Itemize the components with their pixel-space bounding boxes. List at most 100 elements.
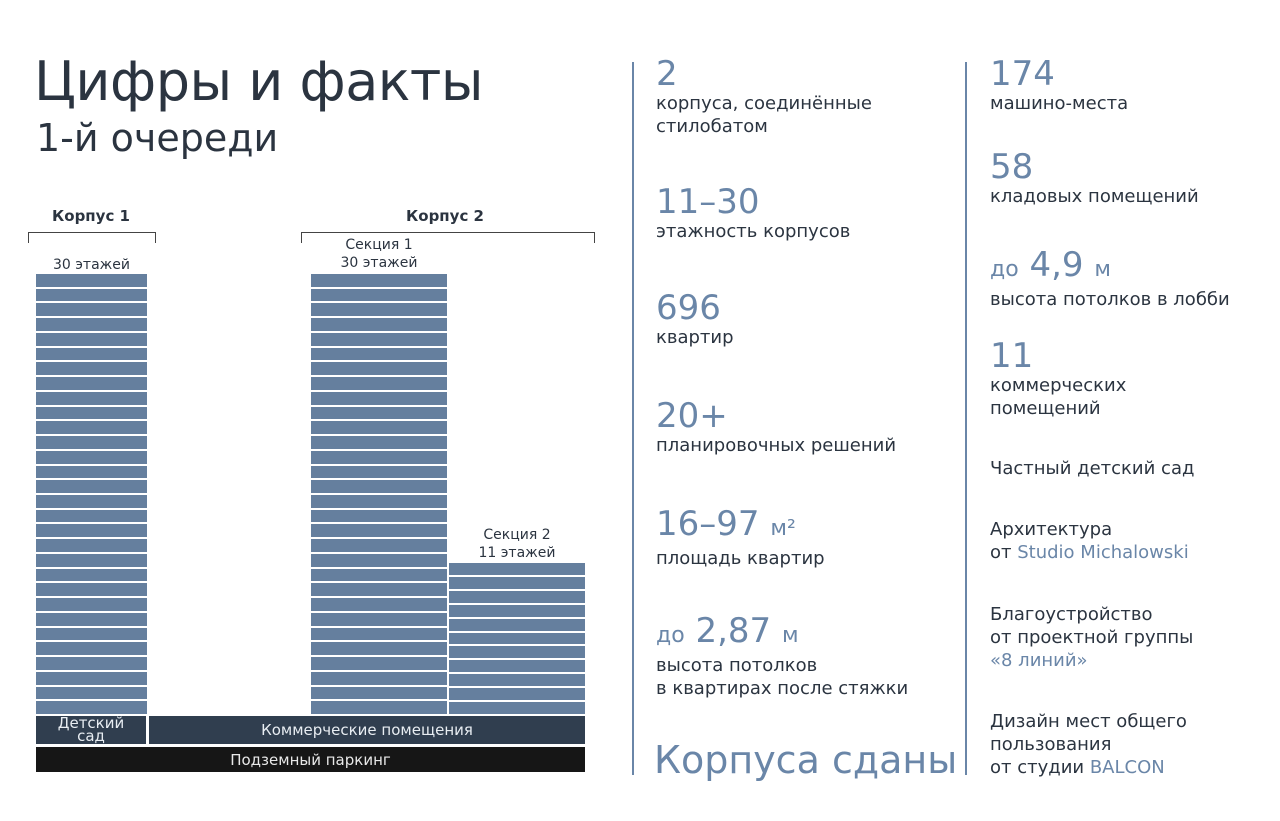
stat-value: 11 bbox=[990, 336, 1034, 376]
stat-label: машино-места bbox=[990, 93, 1129, 114]
floor bbox=[311, 524, 447, 538]
floor bbox=[449, 563, 585, 575]
floor bbox=[36, 539, 147, 552]
divider-right bbox=[965, 62, 967, 775]
floor bbox=[36, 391, 147, 405]
floor bbox=[36, 583, 147, 597]
floor bbox=[36, 332, 147, 346]
stat-layouts: 20+ планировочных решений bbox=[656, 398, 896, 457]
commercial-block: Коммерческие помещения bbox=[149, 716, 585, 744]
floor bbox=[311, 362, 447, 376]
floor bbox=[311, 642, 447, 656]
fact-architecture: Архитектура от Studio Michalowski bbox=[990, 518, 1189, 564]
floor bbox=[36, 686, 147, 700]
stat-label: квартир bbox=[656, 327, 734, 348]
fact-landscape: Благоустройство от проектной группы «8 л… bbox=[990, 603, 1193, 672]
floor bbox=[311, 377, 447, 390]
floor bbox=[449, 702, 585, 714]
floor bbox=[311, 568, 447, 582]
floor bbox=[311, 553, 447, 567]
floor bbox=[449, 632, 585, 645]
floor bbox=[36, 568, 147, 582]
floor bbox=[36, 450, 147, 464]
fact-line: Благоустройство bbox=[990, 604, 1153, 625]
floor bbox=[36, 701, 147, 715]
landscape-studio-name: «8 линий» bbox=[990, 650, 1088, 671]
stat-value: 2 bbox=[656, 54, 678, 94]
stat-label: планировочных решений bbox=[656, 435, 897, 456]
stat-label: этажность корпусов bbox=[656, 221, 851, 242]
stat-buildings: 2 корпуса, соединённые стилобатом bbox=[656, 56, 872, 138]
floor bbox=[311, 495, 447, 508]
floor bbox=[36, 406, 147, 420]
korpus1-label: Корпус 1 bbox=[52, 207, 130, 225]
page-title: Цифры и факты bbox=[34, 50, 484, 113]
fact-line: от проектной группы bbox=[990, 627, 1194, 648]
design-studio-name: BALCON bbox=[1089, 757, 1165, 778]
stat-value: 58 bbox=[990, 147, 1034, 187]
stat-commercial: 11 коммерческих помещений bbox=[990, 338, 1126, 420]
floor bbox=[36, 612, 147, 626]
stat-label: стилобатом bbox=[656, 116, 768, 137]
floor bbox=[311, 612, 447, 626]
architect-name: Studio Michalowski bbox=[1017, 542, 1189, 563]
stat-value: 174 bbox=[990, 54, 1055, 94]
stat-label: помещений bbox=[990, 398, 1101, 419]
stat-floors: 11–30 этажность корпусов bbox=[656, 184, 850, 243]
stat-value: 20+ bbox=[656, 396, 728, 436]
korpus1-tower bbox=[36, 274, 147, 715]
stat-storage: 58 кладовых помещений bbox=[990, 149, 1199, 208]
floor bbox=[36, 465, 147, 479]
stat-label: высота потолков bbox=[656, 655, 818, 676]
korpus1-floors-label: 30 этажей bbox=[52, 257, 130, 273]
section1-name: Секция 1 bbox=[345, 237, 413, 253]
floor bbox=[36, 509, 147, 523]
divider-left bbox=[632, 62, 634, 775]
stat-value: 16–97 bbox=[656, 504, 760, 544]
floor bbox=[311, 480, 447, 494]
kindergarten-block: Детский сад bbox=[36, 716, 146, 744]
floor bbox=[36, 642, 147, 656]
stat-prefix: до bbox=[990, 257, 1019, 282]
kindergarten-line2: сад bbox=[77, 727, 105, 745]
floor bbox=[311, 436, 447, 449]
fact-line: Архитектура bbox=[990, 519, 1113, 540]
floor bbox=[311, 509, 447, 523]
fact-line: Дизайн мест общего bbox=[990, 711, 1187, 732]
floor bbox=[449, 604, 585, 617]
floor bbox=[449, 646, 585, 659]
floor bbox=[311, 288, 447, 302]
korpus2-label: Корпус 2 bbox=[406, 207, 484, 225]
floor bbox=[311, 450, 447, 464]
stat-value: 11–30 bbox=[656, 182, 760, 222]
floor bbox=[36, 288, 147, 302]
floor bbox=[311, 391, 447, 405]
floor bbox=[311, 421, 447, 435]
floor bbox=[36, 524, 147, 538]
floor bbox=[311, 671, 447, 685]
floor bbox=[311, 406, 447, 420]
section1-floors-label: 30 этажей bbox=[340, 255, 418, 271]
stat-label: в квартирах после стяжки bbox=[656, 678, 909, 699]
floor bbox=[36, 347, 147, 361]
floor bbox=[36, 495, 147, 508]
floor bbox=[449, 590, 585, 603]
floor bbox=[36, 362, 147, 376]
section2-name: Секция 2 bbox=[483, 527, 551, 543]
stat-label: высота потолков в лобби bbox=[990, 289, 1230, 310]
fact-design: Дизайн мест общего пользования от студии… bbox=[990, 710, 1187, 779]
floor bbox=[36, 318, 147, 331]
floor bbox=[311, 598, 447, 611]
floor bbox=[36, 480, 147, 494]
floor bbox=[36, 274, 147, 287]
floor bbox=[449, 688, 585, 701]
floor bbox=[36, 303, 147, 317]
floor bbox=[36, 553, 147, 567]
floor bbox=[36, 627, 147, 641]
floor bbox=[311, 657, 447, 670]
floor bbox=[311, 332, 447, 346]
fact-kindergarten: Частный детский сад bbox=[990, 458, 1195, 479]
section1-tower bbox=[311, 274, 447, 715]
floor bbox=[449, 618, 585, 631]
section2-floors-label: 11 этажей bbox=[478, 545, 556, 561]
